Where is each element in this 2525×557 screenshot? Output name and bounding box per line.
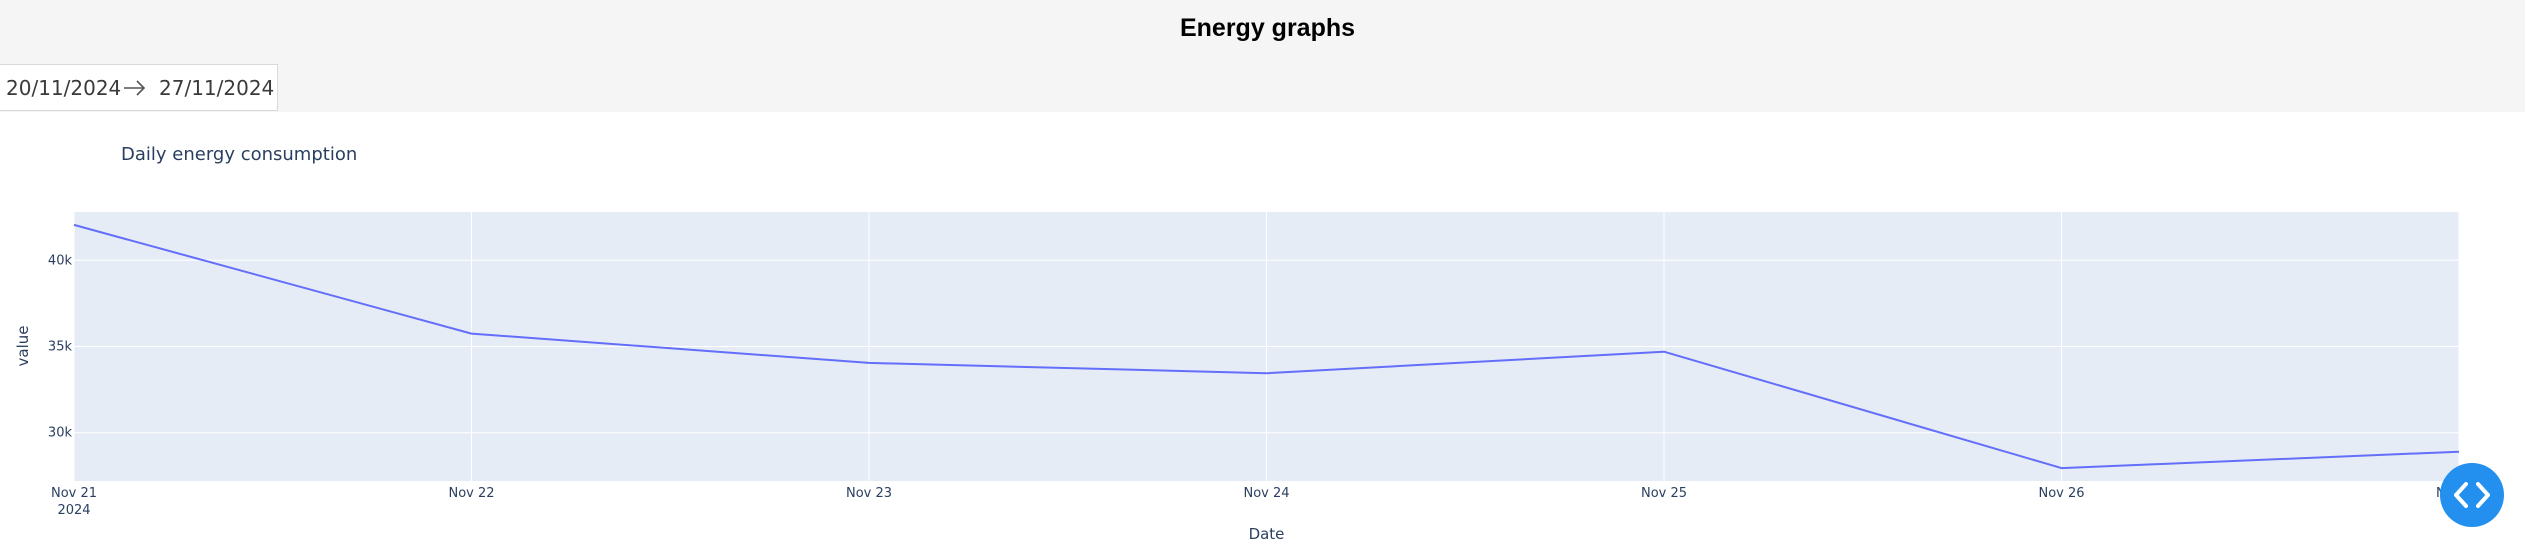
code-icon [2454, 482, 2490, 508]
date-end-input[interactable]: 27/11/2024 [159, 76, 275, 100]
chart-title: Daily energy consumption [121, 144, 358, 165]
series-line[interactable] [73, 223, 2460, 470]
y-tick-label: 40k [48, 253, 73, 268]
x-tick-label: Nov 21 [51, 486, 97, 501]
arrow-right-icon [123, 78, 147, 102]
date-range-picker[interactable]: 20/11/2024 27/11/2024 [0, 64, 278, 111]
x-tick-label: Nov 22 [448, 486, 494, 501]
x-tick-label: Nov 25 [1641, 486, 1687, 501]
x-axis-title: Date [1249, 525, 1285, 543]
x-tick-label: Nov 23 [846, 486, 892, 501]
y-axis-title: value [14, 326, 32, 367]
x-tick-label: Nov 24 [1243, 486, 1289, 501]
page-title: Energy graphs [1179, 14, 1356, 42]
header-bar: Energy graphs 20/11/2024 27/11/2024 [0, 0, 2525, 112]
embed-code-button[interactable] [2440, 463, 2504, 527]
x-tick-year-label: 2024 [57, 503, 90, 518]
y-tick-label: 30k [48, 426, 73, 441]
x-tick-label: Nov 26 [2038, 486, 2084, 501]
y-tick-label: 35k [48, 340, 73, 355]
date-start-input[interactable]: 20/11/2024 [6, 76, 122, 100]
